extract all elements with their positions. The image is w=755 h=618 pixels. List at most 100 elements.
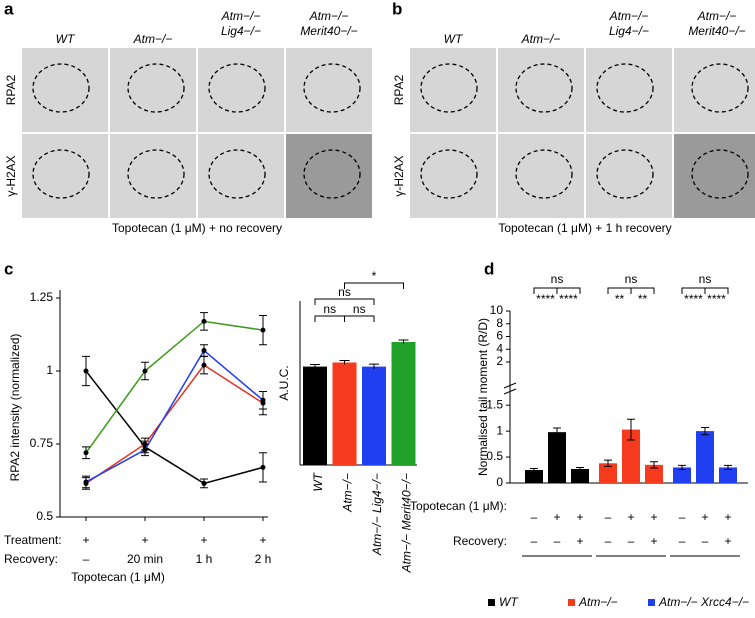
- significance-bracket: [344, 315, 375, 322]
- nucleus-outline: [691, 149, 749, 199]
- treatment-label: +: [141, 533, 148, 547]
- row-value: –: [702, 534, 709, 548]
- x-tick-label: Atm−/− Merit40−/−: [400, 473, 414, 573]
- nucleus-outline: [208, 63, 266, 113]
- bar: [571, 468, 589, 483]
- microscopy-image: [586, 134, 672, 218]
- error-bar: [553, 427, 561, 437]
- row-value: –: [679, 510, 686, 524]
- column-header: Atm−/−: [521, 32, 561, 46]
- x-tick-label: 2 h: [255, 552, 272, 566]
- panel-label: c: [4, 259, 13, 278]
- significance-label: ns: [323, 302, 336, 316]
- data-point: [201, 318, 207, 324]
- data-point: [201, 362, 207, 368]
- legend-label: WT: [499, 595, 519, 609]
- caption: Topotecan (1 μM) + no recovery: [112, 221, 282, 235]
- nucleus-outline: [515, 149, 573, 199]
- y-tick-label: 0.75: [30, 436, 54, 450]
- y-axis-label: RPA2 intensity (normalized): [8, 334, 22, 482]
- treatment-label: +: [259, 533, 266, 547]
- y-tick-label: 4: [496, 341, 503, 355]
- legend-label: Atm−/− Xrcc4−/−: [658, 595, 749, 609]
- significance-label: ****: [707, 292, 726, 306]
- nucleus-outline: [32, 149, 90, 199]
- data-point: [83, 368, 89, 374]
- data-point: [83, 450, 89, 456]
- bar: [525, 470, 543, 483]
- error-bar: [604, 459, 612, 467]
- nucleus-outline: [208, 149, 266, 199]
- y-tick-label: 1.25: [30, 290, 54, 304]
- bar: [645, 464, 663, 483]
- microscopy-image: [410, 48, 496, 132]
- nucleus-outline: [32, 63, 90, 113]
- legend-swatch: [648, 599, 655, 606]
- series-line: [85, 349, 264, 483]
- data-point: [142, 368, 148, 374]
- legend-swatch: [568, 599, 575, 606]
- error-bar: [310, 364, 320, 369]
- row-label: γ-H2AX: [4, 155, 18, 196]
- x-tick-label: WT: [311, 471, 325, 491]
- column-header: Lig4−/−: [221, 24, 261, 38]
- column-header: Atm−/−: [309, 9, 349, 23]
- error-bar: [398, 339, 409, 345]
- x-tick-label: –: [83, 552, 90, 566]
- nucleus-outline: [303, 149, 361, 199]
- treatment-label: +: [82, 533, 89, 547]
- nucleus-outline: [303, 63, 361, 113]
- significance-label: ****: [559, 292, 578, 306]
- row-value: –: [628, 534, 635, 548]
- panel-label: d: [484, 259, 494, 278]
- row-value: +: [650, 510, 657, 524]
- column-header: Merit40−/−: [300, 24, 357, 38]
- column-header: Merit40−/−: [688, 24, 745, 38]
- bar: [548, 432, 566, 483]
- row-value: +: [627, 510, 634, 524]
- row-label: RPA2: [392, 74, 406, 105]
- significance-label: ns: [338, 285, 351, 299]
- row-value: +: [724, 534, 731, 548]
- significance-bracket: [314, 298, 375, 305]
- significance-label: ns: [625, 272, 638, 286]
- row-label: Recovery:: [453, 534, 507, 548]
- panel-label: b: [392, 0, 402, 18]
- data-point: [260, 327, 266, 333]
- row-value: –: [679, 534, 686, 548]
- column-header: WT: [444, 32, 464, 46]
- error-bar: [369, 363, 379, 370]
- x-tick-label: 20 min: [127, 552, 163, 566]
- x-tick-label: 1 h: [196, 552, 213, 566]
- y-tick-label: 10: [490, 303, 504, 317]
- row-value: –: [605, 534, 612, 548]
- data-point: [260, 397, 266, 403]
- axis-break: [503, 382, 517, 395]
- row-value: –: [531, 510, 538, 524]
- microscopy-image: [110, 134, 196, 218]
- row-value: +: [576, 534, 583, 548]
- bar: [673, 467, 691, 483]
- nucleus-outline: [515, 63, 573, 113]
- row-label: Treatment:: [4, 533, 62, 547]
- y-tick-label: 1.5: [486, 397, 503, 411]
- row-value: –: [531, 534, 538, 548]
- y-tick-label: 0: [496, 475, 503, 489]
- nucleus-outline: [127, 149, 185, 199]
- microscopy-image: [286, 134, 372, 218]
- significance-bracket: [344, 282, 404, 289]
- bar: [332, 362, 357, 465]
- y-tick-label: 8: [496, 316, 503, 330]
- nucleus-outline: [691, 63, 749, 113]
- bar: [696, 431, 714, 483]
- series-line: [85, 370, 264, 485]
- bar: [622, 429, 640, 483]
- microscopy-image: [586, 48, 672, 132]
- row-value: +: [650, 534, 657, 548]
- significance-bracket: [314, 315, 345, 322]
- error-bar: [576, 466, 584, 472]
- data-point: [260, 464, 266, 470]
- row-value: +: [701, 510, 708, 524]
- error-bar: [530, 467, 538, 473]
